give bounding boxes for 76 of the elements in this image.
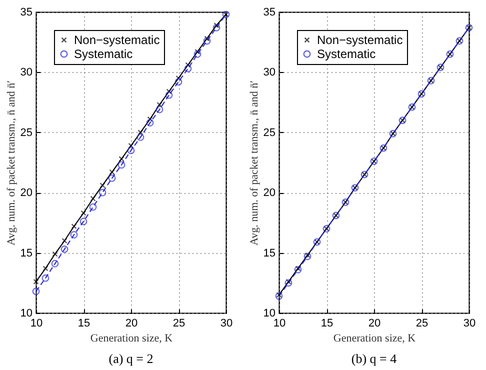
point (42, 274, 50, 282)
point (136, 134, 144, 141)
point (212, 24, 220, 32)
point (52, 251, 58, 257)
y-tick-label: 20 (263, 187, 276, 200)
point (109, 169, 115, 175)
point (80, 210, 86, 216)
point (156, 102, 162, 108)
text: (b) q = 4 (351, 351, 398, 366)
x-axis-title: Generation size, K (333, 332, 416, 344)
point (304, 252, 312, 260)
x-tick-label: 20 (125, 318, 138, 330)
y-tick-label: 25 (263, 126, 276, 139)
point (185, 62, 191, 68)
y-tick-label: 25 (20, 126, 32, 139)
point (127, 146, 135, 154)
point (128, 142, 134, 148)
y-axis-title: Avg. num. of packet transm., n̄ and n̄′ (248, 80, 260, 246)
y-tick-label: 30 (263, 66, 276, 79)
point (118, 156, 124, 162)
x-tick-label: 10 (30, 318, 43, 330)
x-tick-label: 30 (220, 318, 233, 330)
x-tick-label: 25 (416, 318, 428, 330)
point (100, 182, 106, 188)
point (214, 22, 220, 28)
point (42, 266, 48, 272)
point (146, 119, 154, 126)
y-tick-label: 35 (20, 6, 32, 18)
point (32, 288, 40, 296)
point (147, 116, 153, 122)
y-tick-label: 20 (20, 187, 32, 200)
text: (a) q = 2 (108, 351, 154, 366)
y-tick-label: 15 (263, 247, 276, 260)
point (204, 36, 210, 42)
legend-label: Systematic (74, 47, 133, 61)
point (60, 245, 68, 253)
legend-label: Non−systematic (317, 33, 403, 47)
x-tick-label: 15 (78, 318, 90, 330)
point (166, 88, 172, 94)
point (176, 75, 182, 81)
point (51, 260, 59, 268)
y-tick-label: 10 (20, 308, 32, 320)
point (33, 278, 39, 284)
y-axis-title: Avg. num. of packet transm., n̄ and n̄′ (5, 80, 18, 246)
point (194, 48, 200, 54)
point (184, 64, 192, 72)
point (203, 37, 211, 45)
point (156, 106, 164, 114)
point (194, 50, 202, 58)
y-tick-label: 10 (263, 308, 276, 320)
legend-label: Systematic (317, 47, 376, 61)
point (108, 174, 116, 182)
x-tick-label: 30 (463, 318, 476, 330)
x-tick-label: 25 (172, 318, 186, 330)
x-tick-label: 10 (273, 318, 286, 330)
point (70, 231, 78, 238)
y-tick-label: 15 (20, 247, 32, 260)
legend-label: Non−systematic (74, 33, 160, 47)
point (138, 130, 144, 136)
point (90, 196, 96, 202)
point (118, 161, 126, 169)
x-tick-label: 20 (368, 318, 381, 330)
point (89, 203, 97, 211)
x-tick-label: 15 (320, 318, 334, 330)
y-tick-label: 30 (20, 66, 32, 79)
point (174, 78, 182, 86)
point (165, 91, 173, 99)
point (80, 218, 88, 226)
point (98, 188, 106, 196)
y-tick-label: 35 (263, 6, 276, 18)
point (286, 278, 292, 284)
point (62, 238, 68, 244)
point (284, 279, 292, 287)
point (304, 252, 310, 258)
x-axis-title: Generation size, K (90, 332, 173, 344)
point (71, 224, 77, 230)
